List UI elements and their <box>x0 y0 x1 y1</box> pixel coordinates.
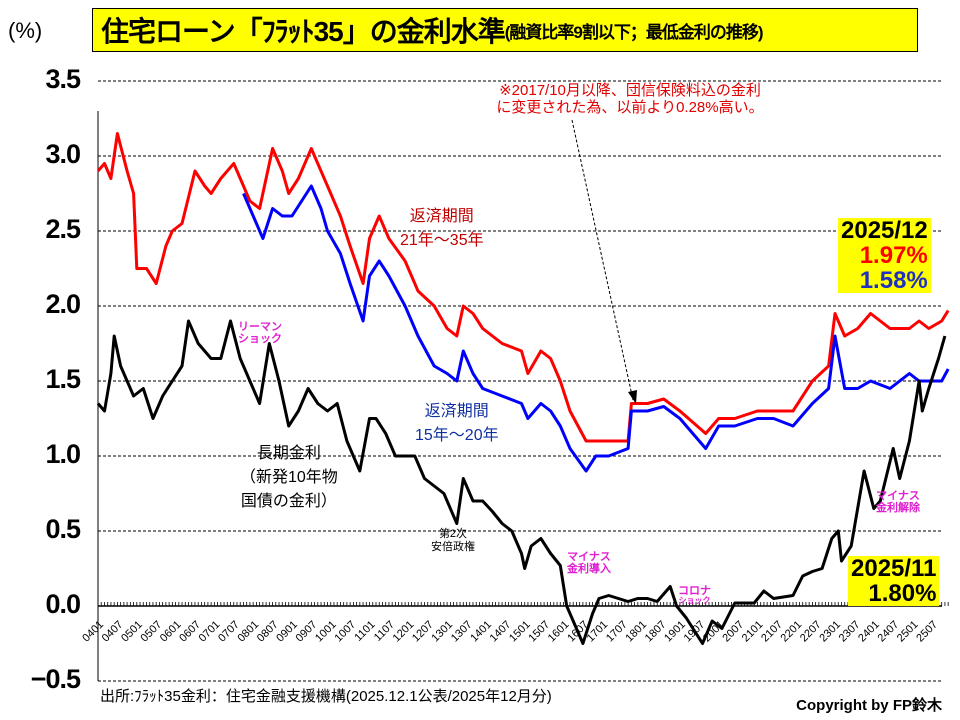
label-line: 金利導入 <box>567 563 611 575</box>
x-tick-label: 0901 <box>274 619 300 645</box>
x-tick-label: 1801 <box>623 619 649 645</box>
annotation-abe-administration: 第2次 安倍政権 <box>431 528 475 554</box>
label-line: ショック <box>678 596 711 605</box>
x-tick-label: 2301 <box>817 619 843 645</box>
y-tick-label: 1.0 <box>45 439 81 469</box>
jgb-date: 2025/11 <box>851 555 937 582</box>
x-tick-label: 2401 <box>856 619 882 645</box>
y-tick-label: 2.0 <box>45 289 81 319</box>
x-tick-label: 0401 <box>80 619 106 645</box>
label-line: 返済期間 <box>409 208 474 225</box>
x-tick-label: 0607 <box>177 619 203 645</box>
y-axis-unit: (%) <box>8 18 43 43</box>
y-tick-label: −0.5 <box>30 664 81 694</box>
x-tick-label: 1601 <box>546 619 572 645</box>
x-tick-label: 1507 <box>526 619 552 645</box>
x-tick-label: 1707 <box>604 619 630 645</box>
label-line: 返済期間 <box>424 403 489 420</box>
black-series-label: 長期金利 （新発10年物 国債の金利） <box>240 442 338 514</box>
flat35-date: 2025/12 <box>841 217 928 244</box>
label-line: コロナ <box>678 585 711 597</box>
label-line: （新発10年物 <box>240 469 338 486</box>
x-tick-label: 2207 <box>798 619 824 645</box>
label-line: 第2次 <box>438 528 468 540</box>
x-tick-label: 1501 <box>507 619 533 645</box>
flat35-red-value: 1.97% <box>859 242 928 269</box>
source-note: 出所:ﾌﾗｯﾄ35金利：住宅金融支援機構(2025.12.1公表/2025年12… <box>100 688 552 705</box>
x-tick-label: 2507 <box>914 619 940 645</box>
latest-jgb-callout: 2025/11 1.80% <box>848 555 940 607</box>
x-tick-label: 1307 <box>449 619 475 645</box>
annotation-negative-rate-intro: マイナス 金利導入 <box>567 551 611 575</box>
series-lines <box>96 132 950 645</box>
latest-flat35-callout: 2025/12 1.97% 1.58% <box>838 218 931 293</box>
x-tick-label: 2307 <box>837 619 863 645</box>
x-tick-label: 2101 <box>740 619 766 645</box>
x-tick-label: 2107 <box>759 619 785 645</box>
y-tick-label: 3.0 <box>45 139 81 169</box>
note-line-2: に変更された為、以前より0.28%高い。 <box>496 99 764 116</box>
y-tick-label: 0.5 <box>45 514 81 544</box>
x-tick-label: 0807 <box>255 619 281 645</box>
note-line-1: ※2017/10月以降、団信保険料込の金利 <box>499 82 761 99</box>
copyright: Copyright by FP鈴木 <box>796 697 942 714</box>
series-line-red <box>96 132 950 443</box>
x-tick-label: 0801 <box>235 619 261 645</box>
label-line: リーマン <box>238 321 282 333</box>
label-line: 長期金利 <box>256 445 321 462</box>
x-tick-label: 1007 <box>332 619 358 645</box>
x-tick-label: 0707 <box>216 619 242 645</box>
y-tick-label: 0.0 <box>45 589 81 619</box>
label-line: 安倍政権 <box>431 541 475 553</box>
x-tick-label: 1001 <box>313 619 339 645</box>
x-tick-label: 0601 <box>158 619 184 645</box>
x-tick-label: 0701 <box>197 619 223 645</box>
series-line-blue <box>242 184 950 473</box>
x-tick-label: 0407 <box>100 619 126 645</box>
label-line: 金利解除 <box>876 502 920 514</box>
label-line: 国債の金利） <box>240 493 337 510</box>
red-series-label: 返済期間 21年～35年 <box>400 205 484 253</box>
x-tick-label: 0501 <box>119 619 145 645</box>
x-tick-labels: 0401040705010507060106070701070708010807… <box>80 619 940 645</box>
label-line: 21年～35年 <box>400 232 484 249</box>
x-tick-label: 2201 <box>779 619 805 645</box>
x-tick-label: 1207 <box>410 619 436 645</box>
x-tick-label: 1301 <box>429 619 455 645</box>
blue-series-label: 返済期間 15年～20年 <box>415 400 499 448</box>
flat35-blue-value: 1.58% <box>859 267 928 294</box>
y-tick-label: 1.5 <box>45 364 81 394</box>
x-tick-label: 0507 <box>139 619 165 645</box>
annotation-lehman-shock: リーマン ショック <box>238 321 282 345</box>
y-tick-label: 2.5 <box>45 214 81 244</box>
title-sub: (融資比率9割以下；最低金利の推移) <box>504 22 764 42</box>
x-tick-label: 1201 <box>391 619 417 645</box>
x-tick-label: 2407 <box>876 619 902 645</box>
jgb-value: 1.80% <box>868 580 937 607</box>
series-line-black <box>96 319 947 645</box>
label-line: 15年～20年 <box>415 427 499 444</box>
insurance-note-arrow <box>571 119 637 404</box>
x-tick-label: 1107 <box>372 619 397 644</box>
x-tick-label: 1901 <box>662 619 688 645</box>
label-line: マイナス <box>876 490 920 502</box>
x-tick-label: 0907 <box>294 619 320 645</box>
insurance-note: ※2017/10月以降、団信保険料込の金利 に変更された為、以前より0.28%高… <box>450 82 810 116</box>
chart-title: 住宅ローン「ﾌﾗｯﾄ35」の金利水準 (融資比率9割以下；最低金利の推移) <box>92 8 918 52</box>
x-tick-label: 1407 <box>488 619 514 645</box>
x-tick-label: 1807 <box>643 619 669 645</box>
x-tick-label: 1401 <box>468 619 494 645</box>
y-tick-label: 3.5 <box>45 64 81 94</box>
annotation-corona-shock: コロナ ショック <box>678 585 711 605</box>
label-line: ショック <box>238 333 282 345</box>
x-tick-label: 2501 <box>895 619 921 645</box>
annotation-negative-rate-end: マイナス 金利解除 <box>876 490 920 514</box>
x-tick-label: 1101 <box>352 619 377 644</box>
label-line: マイナス <box>567 551 611 563</box>
title-main: 住宅ローン「ﾌﾗｯﾄ35」の金利水準 <box>101 16 506 47</box>
